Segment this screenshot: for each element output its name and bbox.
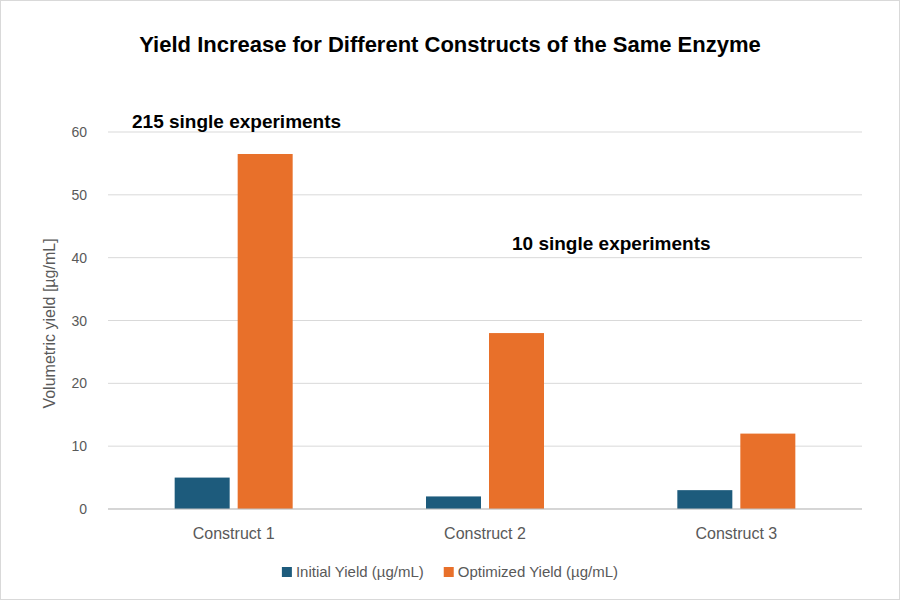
x-tick-label: Construct 2	[444, 525, 526, 542]
grid-line	[108, 383, 862, 384]
bar	[677, 490, 732, 509]
bar	[489, 333, 544, 509]
y-tick-label: 20	[71, 375, 87, 391]
legend: Initial Yield (µg/mL) Optimized Yield (µg…	[282, 563, 618, 580]
grid	[108, 132, 862, 509]
legend-swatch	[444, 567, 454, 577]
legend-label: Optimized Yield (µg/mL)	[458, 563, 618, 580]
bar	[426, 496, 481, 509]
y-tick-label: 60	[71, 124, 87, 140]
chart-svg: Yield Increase for Different Constructs …	[0, 0, 900, 600]
y-tick-label: 30	[71, 313, 87, 329]
y-tick-label: 40	[71, 250, 87, 266]
x-axis-line	[108, 509, 862, 510]
chart-container: Yield Increase for Different Constructs …	[0, 0, 900, 600]
chart-title: Yield Increase for Different Constructs …	[139, 32, 760, 57]
y-tick-label: 10	[71, 438, 87, 454]
legend-swatch	[282, 567, 292, 577]
x-tick-label: Construct 1	[193, 525, 275, 542]
y-tick-label: 0	[79, 501, 87, 517]
annotation: 10 single experiments	[512, 233, 711, 254]
chart-frame	[1, 1, 900, 600]
x-tick-label: Construct 3	[695, 525, 777, 542]
bar	[175, 478, 230, 509]
legend-label: Initial Yield (µg/mL)	[296, 563, 424, 580]
bar	[740, 434, 795, 509]
y-axis-label: Volumetric yield [µg/mL]	[41, 238, 58, 408]
grid-line	[108, 194, 862, 195]
grid-line	[108, 257, 862, 258]
grid-line	[108, 320, 862, 321]
bar	[238, 154, 293, 509]
y-tick-label: 50	[71, 187, 87, 203]
bars	[175, 154, 796, 509]
grid-line	[108, 509, 862, 510]
annotation: 215 single experiments	[132, 111, 341, 132]
